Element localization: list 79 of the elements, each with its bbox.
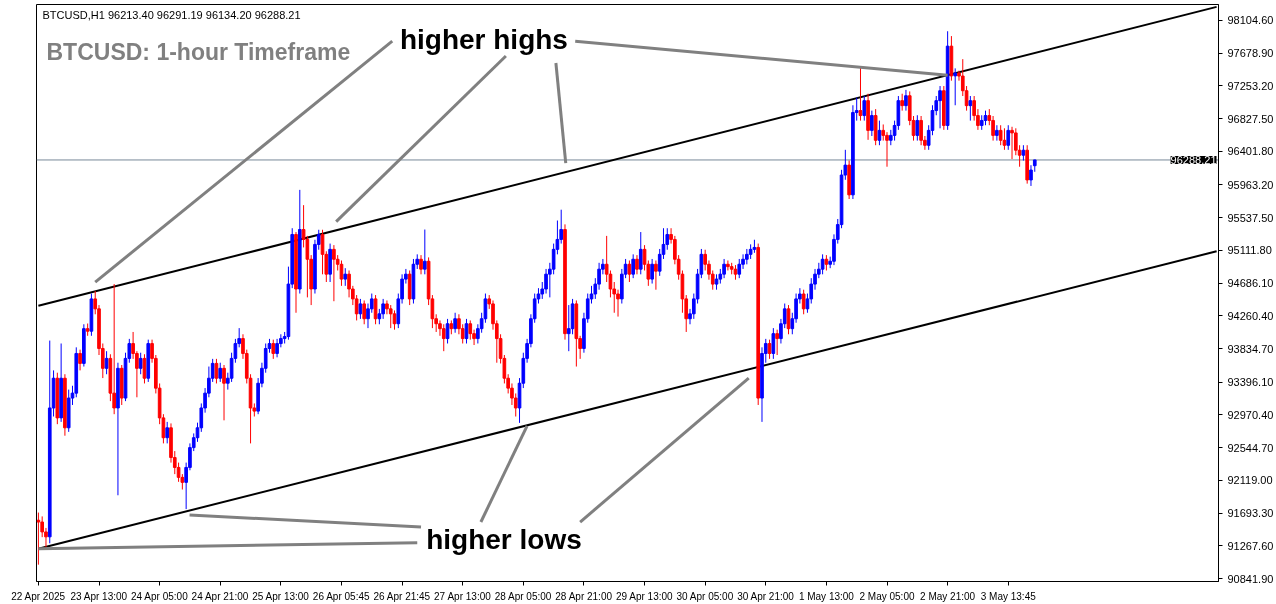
y-tick-label: 97678.90 <box>1227 47 1274 60</box>
candlestick <box>218 362 223 383</box>
chart-subtitle: BTCUSD,H1 96213.40 96291.19 96134.20 96288.21 <box>42 8 301 21</box>
y-tick-label: 92970.40 <box>1227 408 1274 421</box>
y-tick-label: 94260.40 <box>1227 309 1274 322</box>
candlestick <box>998 124 1003 146</box>
x-tick-label: 28 Apr 21:00 <box>555 590 613 602</box>
y-tick-label: 90841.90 <box>1227 572 1274 585</box>
x-tick-label: 1 May 13:00 <box>798 590 855 602</box>
candlestick <box>275 338 279 358</box>
y-tick-label: 95111.80 <box>1227 244 1272 257</box>
candlestick <box>726 259 730 271</box>
candlestick <box>214 358 219 384</box>
candlestick <box>468 319 473 341</box>
candlestick <box>453 312 457 334</box>
candlestick <box>635 254 639 275</box>
x-tick-label: 26 Apr 05:45 <box>312 590 370 602</box>
candlestick <box>919 115 923 146</box>
annotation: higher highs <box>399 23 568 55</box>
x-tick-label: 2 May 21:00 <box>920 590 976 602</box>
candlestick <box>332 244 336 302</box>
y-tick-label: 95537.50 <box>1227 211 1274 224</box>
y-tick-label: 94686.10 <box>1227 277 1274 290</box>
candlestick <box>222 364 226 421</box>
candlestick <box>737 258 742 279</box>
x-tick-label: 25 Apr 13:00 <box>252 590 310 602</box>
candlestick <box>995 124 999 142</box>
x-tick-label: 22 Apr 2025 <box>11 590 66 602</box>
candlestick <box>441 323 446 352</box>
y-tick-label: 93396.10 <box>1227 376 1274 389</box>
candlestick <box>388 304 393 329</box>
x-tick-label: 28 Apr 05:00 <box>494 590 552 602</box>
candlestick <box>938 85 942 129</box>
candlestick <box>358 298 363 320</box>
x-tick-label: 24 Apr 21:00 <box>191 590 249 602</box>
candlestick <box>1006 124 1011 151</box>
x-tick-label: 24 Apr 05:00 <box>130 590 189 602</box>
candlestick <box>78 349 82 371</box>
candlestick <box>650 258 654 285</box>
candlestick <box>36 512 41 566</box>
x-tick-label: 29 Apr 13:00 <box>615 590 674 602</box>
y-tick-label: 91693.30 <box>1227 507 1274 520</box>
candlestick <box>638 231 643 275</box>
x-tick-label: 3 May 13:45 <box>980 590 1037 602</box>
y-tick-label: 96827.50 <box>1227 112 1274 125</box>
candlestick <box>654 259 658 291</box>
x-tick-label: 26 Apr 21:45 <box>373 590 431 602</box>
x-tick-label: 2 May 05:00 <box>859 590 915 602</box>
x-tick-label: 30 Apr 05:00 <box>676 590 734 602</box>
candlestick <box>915 114 920 142</box>
y-tick-label: 97253.20 <box>1227 79 1274 92</box>
y-tick-label: 98104.60 <box>1227 14 1274 27</box>
x-tick-label: 27 Apr 13:00 <box>434 590 492 602</box>
candlestick <box>381 298 385 320</box>
y-tick-label: 93834.70 <box>1227 342 1274 355</box>
y-tick-label: 91267.60 <box>1227 539 1274 552</box>
candlestick <box>801 289 806 315</box>
candlestick <box>1002 127 1007 151</box>
x-tick-label: 30 Apr 21:00 <box>737 590 795 602</box>
candlestick <box>775 329 779 356</box>
y-tick-label: 92544.70 <box>1227 441 1274 454</box>
candlestick <box>627 259 632 283</box>
y-tick-label: 95963.20 <box>1227 178 1274 191</box>
ref-line-label: 96288.21 <box>1170 153 1217 166</box>
candlestick <box>631 253 636 279</box>
candlestick <box>362 299 367 325</box>
candlestick <box>165 421 170 444</box>
annotation: higher lows <box>426 524 582 556</box>
candlestick <box>904 89 908 112</box>
y-tick-label: 96401.80 <box>1227 145 1274 158</box>
candlestick <box>112 283 116 415</box>
candlestick <box>862 95 867 122</box>
candlestick <box>1010 126 1014 160</box>
x-tick-label: 23 Apr 13:00 <box>70 590 128 602</box>
y-tick-label: 92119.00 <box>1227 474 1273 487</box>
candlestick <box>419 254 423 275</box>
candlestick <box>870 110 874 137</box>
text: BTCUSD: 1-hour Timeframe <box>46 38 351 65</box>
candlestick <box>771 327 776 360</box>
